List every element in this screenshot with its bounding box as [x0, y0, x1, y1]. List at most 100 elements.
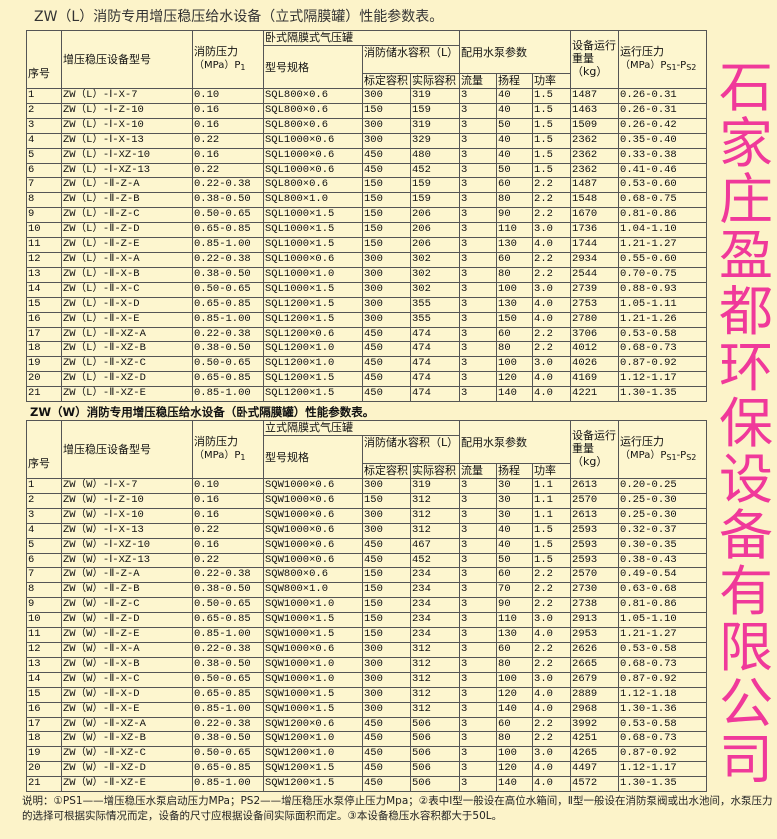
cell-fire-pressure: 0.85-1.00 — [192, 386, 264, 403]
cell-rated-volume: 300 — [362, 686, 411, 703]
cell-power: 2.2 — [532, 716, 572, 733]
cell-fire-pressure: 0.38-0.50 — [192, 656, 264, 673]
company-name-char: 备 — [719, 504, 773, 567]
cell-power: 4.0 — [532, 776, 572, 793]
table1: 序号 增压稳压设备型号 消防压力 （MPa）P1 卧式隔膜式气压罐 配用水泵参数 设备运行重… — [26, 30, 708, 403]
company-name-char: 有 — [719, 560, 773, 623]
cell-weight: 2913 — [570, 612, 620, 629]
cell-model: ZW（L）-Ⅱ-XZ-B — [61, 341, 193, 358]
header-fire-pressure: 消防压力 （MPa）P1 — [192, 420, 264, 479]
header-model: 增压稳压设备型号 — [61, 420, 193, 479]
cell-actual-volume: 234 — [409, 612, 461, 629]
cell-actual-volume: 467 — [409, 537, 461, 554]
cell-no: 9 — [26, 597, 62, 614]
cell-model: ZW（L）-Ⅱ-XZ-D — [61, 371, 193, 388]
cell-tank-spec: SQW1200×1.0 — [263, 746, 363, 763]
cell-weight: 2593 — [570, 522, 620, 539]
cell-actual-volume: 506 — [409, 746, 461, 763]
cell-actual-volume: 474 — [409, 326, 461, 343]
header-flow: 流量 — [459, 463, 498, 479]
cell-power: 4.0 — [532, 686, 572, 703]
cell-weight: 1548 — [570, 192, 620, 209]
cell-actual-volume: 452 — [409, 552, 461, 569]
cell-flow: 3 — [459, 641, 498, 658]
cell-head: 40 — [496, 132, 534, 149]
cell-fire-pressure: 0.85-1.00 — [192, 237, 264, 253]
cell-no: 21 — [26, 386, 62, 403]
cell-weight: 3706 — [570, 326, 620, 343]
cell-head: 40 — [496, 102, 534, 119]
cell-fire-pressure: 0.50-0.65 — [192, 281, 264, 298]
cell-head: 120 — [496, 371, 534, 388]
cell-power: 2.2 — [532, 582, 572, 599]
cell-flow: 3 — [459, 356, 498, 373]
cell-rated-volume: 450 — [362, 731, 411, 748]
cell-actual-volume: 159 — [409, 192, 461, 209]
cell-fire-pressure: 0.10 — [192, 478, 264, 494]
cell-flow: 3 — [459, 117, 498, 134]
cell-power: 4.0 — [532, 237, 572, 253]
cell-no: 7 — [26, 567, 62, 584]
cell-model: ZW（W）-Ⅱ-X-E — [61, 701, 193, 718]
cell-power: 4.0 — [532, 371, 572, 388]
table-row: 5 ZW（L）-Ⅰ-XZ-10 0.16 SQL1000×0.6 450 480 3 40 1.… — [26, 147, 708, 164]
cell-flow: 3 — [459, 177, 498, 194]
table-row: 13 ZW（L）-Ⅱ-X-B 0.38-0.50 SQL1000×1.0 300 302 3… — [26, 266, 708, 283]
company-name-char: 家 — [719, 112, 773, 175]
cell-fire-pressure: 0.22 — [192, 162, 264, 179]
cell-rated-volume: 150 — [362, 102, 411, 119]
cell-weight: 2739 — [570, 281, 620, 298]
header-tank-group: 立式隔膜式气压罐 — [262, 420, 461, 436]
cell-rated-volume: 450 — [362, 356, 411, 373]
cell-weight: 2953 — [570, 627, 620, 643]
header-actual-volume: 实际容积 — [409, 463, 461, 479]
cell-op-pressure: 0.26-0.31 — [618, 102, 708, 119]
cell-fire-pressure: 0.22 — [192, 522, 264, 539]
cell-model: ZW（W）-Ⅰ-Z-10 — [61, 492, 193, 509]
header-head: 扬程 — [496, 463, 534, 479]
cell-head: 140 — [496, 776, 534, 793]
cell-weight: 1736 — [570, 222, 620, 239]
cell-flow: 3 — [459, 701, 498, 718]
header-tank-group: 卧式隔膜式气压罐 — [262, 30, 461, 46]
cell-no: 21 — [26, 776, 62, 793]
cell-model: ZW（W）-Ⅰ-XZ-10 — [61, 537, 193, 554]
cell-op-pressure: 1.05-1.10 — [618, 612, 708, 629]
cell-power: 2.2 — [532, 567, 572, 584]
cell-rated-volume: 450 — [362, 341, 411, 358]
cell-fire-pressure: 0.50-0.65 — [192, 671, 264, 688]
cell-weight: 2934 — [570, 251, 620, 268]
cell-no: 4 — [26, 522, 62, 539]
cell-model: ZW（L）-Ⅰ-Z-10 — [61, 102, 193, 119]
cell-flow: 3 — [459, 507, 498, 524]
cell-model: ZW（W）-Ⅱ-X-B — [61, 656, 193, 673]
cell-head: 110 — [496, 612, 534, 629]
cell-model: ZW（L）-Ⅰ-XZ-10 — [61, 147, 193, 164]
cell-actual-volume: 302 — [409, 251, 461, 268]
cell-op-pressure: 0.35-0.40 — [618, 132, 708, 149]
table-row: 11 ZW（W）-Ⅱ-Z-E 0.85-1.00 SQW1000×1.5 150 234 3… — [26, 627, 708, 643]
cell-tank-spec: SQW1000×0.6 — [263, 641, 363, 658]
cell-flow: 3 — [459, 552, 498, 569]
cell-no: 6 — [26, 552, 62, 569]
cell-rated-volume: 450 — [362, 162, 411, 179]
cell-actual-volume: 355 — [409, 311, 461, 328]
cell-op-pressure: 1.05-1.11 — [618, 296, 708, 313]
table2: 序号 增压稳压设备型号 消防压力 （MPa）P1 立式隔膜式气压罐 配用水泵参数 设备运行重… — [26, 420, 708, 793]
cell-flow: 3 — [459, 102, 498, 119]
cell-op-pressure: 0.30-0.35 — [618, 537, 708, 554]
cell-power: 1.5 — [532, 162, 572, 179]
table-row: 16 ZW（L）-Ⅱ-X-E 0.85-1.00 SQL1200×1.5 300 355 3… — [26, 311, 708, 328]
cell-power: 3.0 — [532, 612, 572, 629]
cell-flow: 3 — [459, 761, 498, 778]
cell-flow: 3 — [459, 582, 498, 599]
cell-actual-volume: 234 — [409, 567, 461, 584]
cell-model: ZW（L）-Ⅱ-X-C — [61, 281, 193, 298]
cell-rated-volume: 150 — [362, 222, 411, 239]
cell-power: 2.2 — [532, 597, 572, 614]
cell-model: ZW（W）-Ⅱ-XZ-D — [61, 761, 193, 778]
cell-rated-volume: 150 — [362, 177, 411, 194]
cell-model: ZW（W）-Ⅰ-XZ-13 — [61, 552, 193, 569]
cell-actual-volume: 474 — [409, 356, 461, 373]
cell-weight: 3992 — [570, 716, 620, 733]
